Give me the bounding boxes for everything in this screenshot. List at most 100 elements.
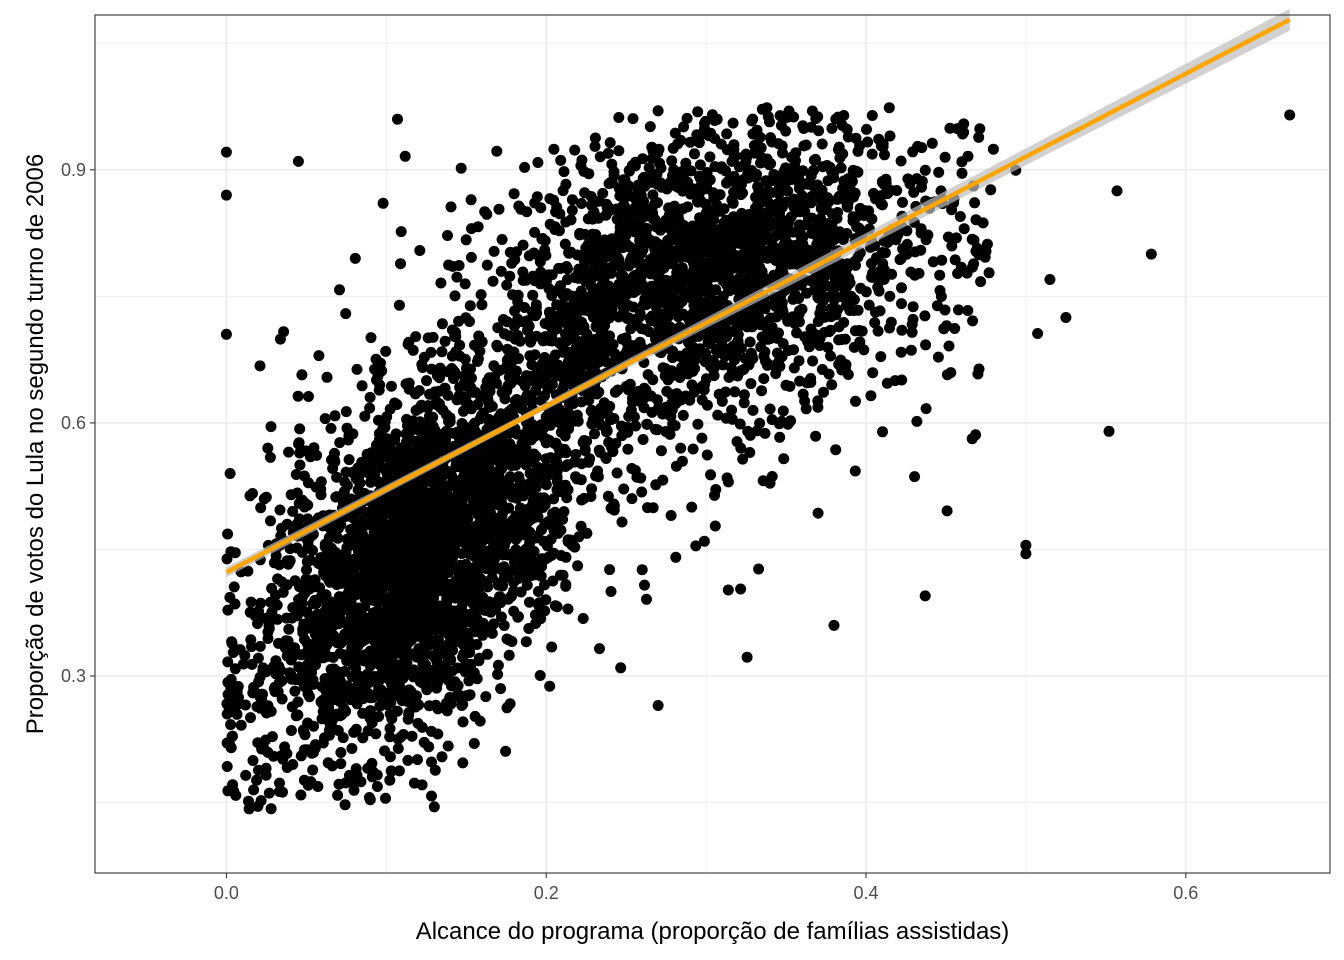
data-point-4396 bbox=[703, 304, 715, 316]
data-point-4496 bbox=[322, 631, 334, 643]
data-point-4734 bbox=[955, 261, 967, 273]
data-point-4718 bbox=[740, 217, 752, 229]
data-point-4224 bbox=[770, 301, 782, 312]
data-point-2517 bbox=[265, 596, 276, 608]
data-point-3305 bbox=[936, 254, 948, 266]
data-point-4098 bbox=[658, 310, 670, 322]
data-point-501 bbox=[339, 799, 351, 811]
data-point-4737 bbox=[667, 345, 679, 357]
data-point-4727 bbox=[798, 199, 810, 211]
data-point-2531 bbox=[443, 522, 455, 534]
data-point-4940 bbox=[377, 197, 389, 209]
data-point-4078 bbox=[805, 323, 817, 335]
data-point-1227 bbox=[424, 388, 436, 400]
data-point-2930 bbox=[789, 160, 800, 172]
data-point-3104 bbox=[569, 144, 581, 156]
data-point-3175 bbox=[729, 386, 741, 398]
data-point-4519 bbox=[365, 476, 377, 488]
data-point-4528 bbox=[268, 750, 279, 762]
data-point-4795 bbox=[740, 317, 752, 329]
data-point-3101 bbox=[788, 226, 800, 238]
data-point-2437 bbox=[451, 592, 463, 604]
data-point-2208 bbox=[221, 553, 233, 565]
data-point-2122 bbox=[510, 544, 522, 556]
data-point-2767 bbox=[953, 304, 964, 316]
data-point-199 bbox=[459, 666, 471, 678]
data-point-4800 bbox=[870, 190, 882, 202]
data-point-4627 bbox=[554, 569, 566, 581]
data-point-4593 bbox=[270, 668, 282, 680]
data-point-1038 bbox=[302, 540, 314, 552]
data-point-4889 bbox=[907, 146, 919, 158]
data-point-4802 bbox=[932, 351, 944, 363]
data-point-4417 bbox=[631, 319, 643, 331]
data-point-2552 bbox=[354, 603, 366, 615]
data-point-4325 bbox=[656, 223, 668, 235]
data-point-2498 bbox=[442, 230, 453, 241]
data-point-3806 bbox=[713, 332, 725, 344]
data-point-2258 bbox=[317, 698, 329, 710]
data-point-4738 bbox=[371, 524, 383, 536]
data-point-4749 bbox=[752, 222, 763, 234]
data-point-1699 bbox=[423, 741, 435, 753]
data-point-4418 bbox=[475, 289, 487, 301]
data-point-4820 bbox=[879, 149, 890, 161]
data-point-4853 bbox=[607, 446, 619, 458]
data-point-4699 bbox=[516, 403, 528, 415]
data-point-2521 bbox=[427, 420, 439, 432]
data-point-4953 bbox=[721, 144, 733, 156]
data-point-2236 bbox=[440, 425, 452, 437]
data-point-2160 bbox=[436, 671, 448, 683]
data-point-4801 bbox=[410, 404, 422, 416]
data-point-2266 bbox=[367, 547, 379, 559]
data-point-3843 bbox=[744, 336, 756, 348]
data-point-653 bbox=[488, 618, 500, 630]
data-point-2296 bbox=[446, 503, 458, 515]
data-point-1492 bbox=[501, 702, 513, 714]
data-point-3905 bbox=[692, 418, 704, 430]
data-point-4489 bbox=[510, 459, 522, 471]
data-point-4299 bbox=[756, 103, 768, 115]
data-point-4753 bbox=[675, 134, 687, 146]
data-point-4217 bbox=[728, 234, 740, 246]
data-point-3690 bbox=[566, 204, 578, 216]
data-point-1682 bbox=[532, 511, 544, 523]
data-point-2489 bbox=[426, 556, 438, 567]
data-point-2429 bbox=[496, 564, 508, 576]
data-point-4364 bbox=[909, 246, 921, 258]
data-point-390 bbox=[618, 483, 630, 495]
data-point-4442 bbox=[665, 510, 677, 521]
data-point-4122 bbox=[838, 282, 850, 294]
data-point-4803 bbox=[722, 476, 734, 488]
data-point-4169 bbox=[508, 188, 520, 200]
data-point-4269 bbox=[701, 181, 712, 193]
data-point-4781 bbox=[576, 350, 588, 362]
data-point-3900 bbox=[472, 221, 484, 233]
data-point-1846 bbox=[222, 528, 234, 540]
data-point-4395 bbox=[749, 202, 761, 214]
data-point-2932 bbox=[491, 145, 503, 157]
data-point-2442 bbox=[458, 585, 470, 597]
data-point-4710 bbox=[712, 409, 724, 421]
data-point-2293 bbox=[375, 567, 387, 579]
data-point-4888 bbox=[788, 344, 799, 356]
data-point-4552 bbox=[530, 385, 542, 397]
data-point-3295 bbox=[549, 224, 561, 236]
data-point-2329 bbox=[457, 698, 469, 710]
data-point-1771 bbox=[403, 435, 415, 447]
data-point-4625 bbox=[350, 723, 362, 735]
data-point-4290 bbox=[742, 425, 754, 437]
data-point-4711 bbox=[576, 458, 588, 470]
data-point-2512 bbox=[374, 659, 386, 671]
data-point-4423 bbox=[682, 368, 694, 380]
data-point-2895 bbox=[866, 258, 877, 269]
data-point-4771 bbox=[562, 406, 574, 418]
data-point-2108 bbox=[367, 625, 379, 637]
data-point-4475 bbox=[427, 331, 439, 343]
data-point-4709 bbox=[638, 195, 649, 207]
data-point-3367 bbox=[983, 267, 995, 279]
data-point-4522 bbox=[513, 573, 525, 584]
data-point-4857 bbox=[611, 203, 623, 215]
data-point-2699 bbox=[644, 121, 656, 133]
data-point-4257 bbox=[634, 336, 646, 348]
